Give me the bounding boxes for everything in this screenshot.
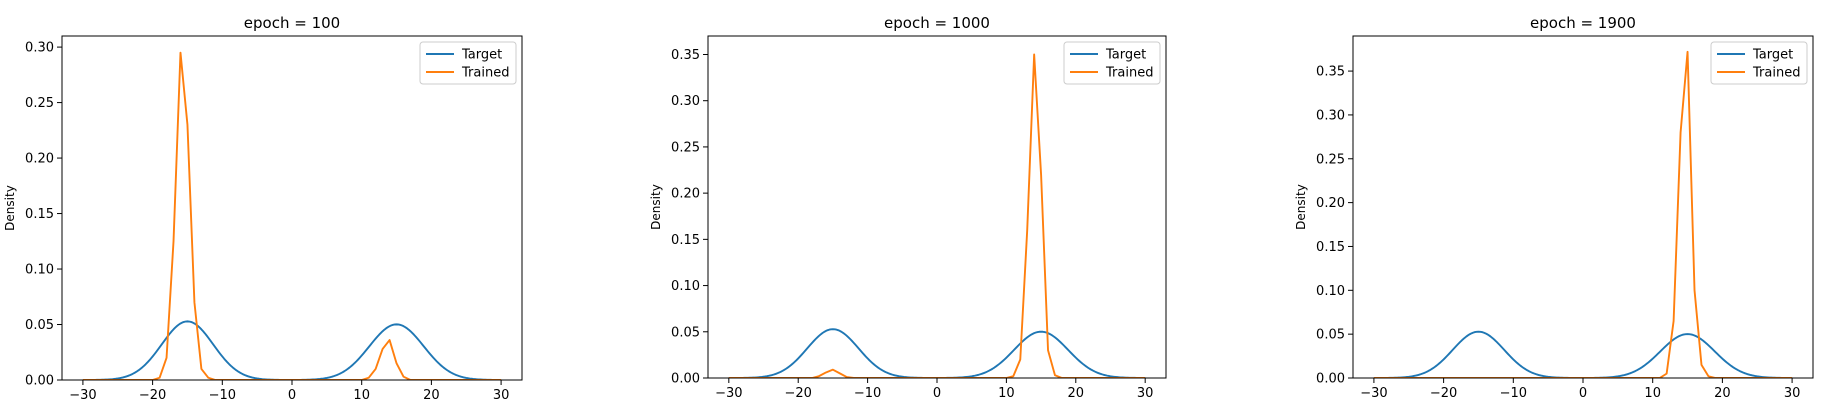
chart-panel-1: epoch = 100 Density −30 −20 −10 0 10 20 30 0.00 0.… [3,14,523,403]
x-tick-label: 10 [353,388,370,403]
x-tick-label: −20 [1430,386,1457,401]
y-tick-label: 0.35 [1316,65,1345,80]
plot-frame [1352,35,1814,379]
y-tick-label: 0.30 [25,41,54,56]
x-tick-label: 0 [1579,386,1587,401]
series-line-trained [728,53,1146,378]
chart-title: epoch = 100 [244,14,340,32]
x-tick-label: −30 [69,388,96,403]
legend-box [1710,41,1808,85]
x-tick-label: 30 [1137,386,1154,401]
y-tick-label: 0.30 [671,94,700,109]
chart-title: epoch = 1000 [884,14,990,32]
series-lines [82,51,502,380]
x-tick-label: −10 [1500,386,1527,401]
plot-frame [707,35,1167,379]
series-line-target [82,320,502,380]
y-tick-label: 0.20 [1316,196,1345,211]
series-lines [1373,50,1793,378]
y-tick-label: 0.25 [671,140,700,155]
y-tick-label: 0.05 [1316,328,1345,343]
y-tick-label: 0.35 [671,48,700,63]
x-tick-label: 30 [1784,386,1801,401]
legend-label: Trained [1105,66,1153,81]
legend-box [419,41,517,85]
y-tick-label: 0.10 [671,279,700,294]
x-tick-label: 20 [423,388,440,403]
legend-label: Target [1752,48,1793,63]
x-tick-label: −10 [854,386,881,401]
x-tick-label: −10 [209,388,236,403]
y-axis-label: Density [3,185,17,231]
y-tick-label: 0.10 [25,263,54,278]
x-tick-label: −20 [139,388,166,403]
x-tick-label: 10 [1644,386,1661,401]
chart-panel-3: epoch = 1900 Density −30 −20 −10 0 10 20 30 0.00 0… [1294,14,1814,401]
x-tick-label: 20 [1714,386,1731,401]
x-tick-label: 0 [288,388,296,403]
plot-frame [61,35,523,381]
y-tick-label: 0.25 [25,96,54,111]
y-tick-label: 0.05 [671,325,700,340]
x-tick-label: 10 [998,386,1015,401]
y-tick-label: 0.25 [1316,152,1345,167]
y-tick-label: 0.20 [25,152,54,167]
legend: Target Trained [1063,41,1161,85]
y-tick-label: 0.05 [25,318,54,333]
y-tick-label: 0.15 [25,207,54,222]
series-line-target [728,328,1146,378]
series-line-trained [1373,50,1793,378]
x-tick-label: 0 [933,386,941,401]
y-tick-label: 0.20 [671,187,700,202]
x-tick-label: −20 [784,386,811,401]
y-tick-label: 0.00 [671,372,700,387]
y-tick-label: 0.15 [671,233,700,248]
legend-box [1063,41,1161,85]
legend-label: Trained [1752,66,1800,81]
series-line-trained [82,51,502,380]
y-tick-label: 0.00 [1316,372,1345,387]
y-tick-label: 0.10 [1316,284,1345,299]
y-axis-label: Density [1294,184,1308,230]
legend-label: Trained [461,66,509,81]
legend-label: Target [1105,48,1146,63]
y-tick-label: 0.30 [1316,108,1345,123]
legend: Target Trained [419,41,517,85]
series-line-target [1373,330,1793,378]
y-tick-label: 0.15 [1316,240,1345,255]
series-lines [728,53,1146,378]
y-axis-label: Density [649,184,663,230]
x-tick-label: 30 [493,388,510,403]
x-tick-label: −30 [1360,386,1387,401]
y-tick-label: 0.00 [25,374,54,389]
legend-label: Target [461,48,502,63]
chart-panel-2: epoch = 1000 Density −30 −20 −10 0 10 20 30 0.00 0… [649,14,1167,401]
x-tick-label: 20 [1068,386,1085,401]
legend: Target Trained [1710,41,1808,85]
x-tick-label: −30 [715,386,742,401]
chart-title: epoch = 1900 [1530,14,1636,32]
